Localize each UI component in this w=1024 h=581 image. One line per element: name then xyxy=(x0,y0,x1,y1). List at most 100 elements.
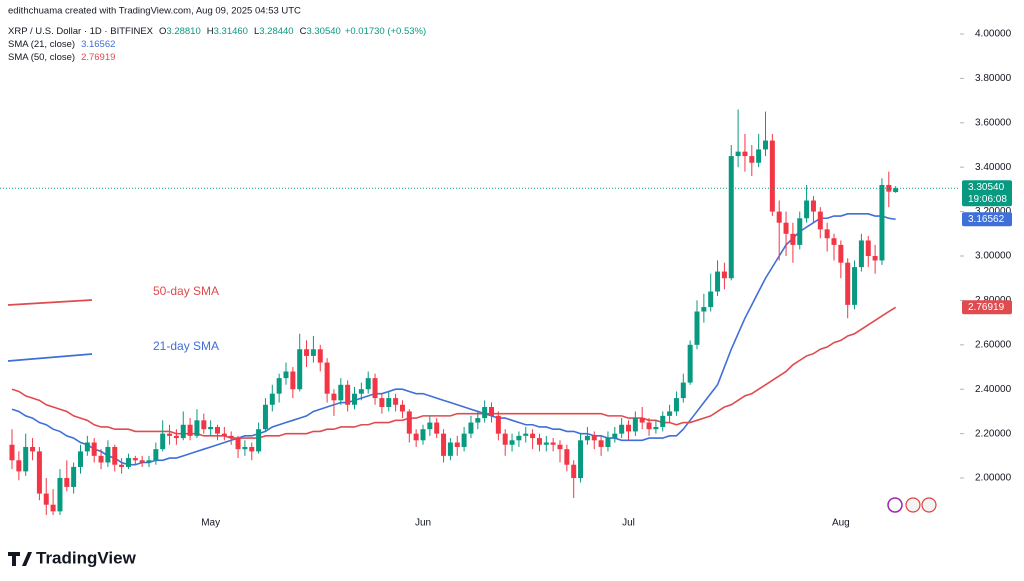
candle-body xyxy=(304,349,310,356)
y-tick-label: 2.00000 xyxy=(975,473,1012,484)
candle-body xyxy=(119,464,125,467)
candle-body xyxy=(879,184,885,261)
candle-body xyxy=(557,444,563,450)
candle-body xyxy=(365,378,371,390)
candle-body xyxy=(865,240,871,257)
annotation-line xyxy=(7,299,93,306)
candle-body xyxy=(454,442,460,447)
last-price-label: 3.30540 xyxy=(968,182,1005,193)
candle-body xyxy=(358,389,364,394)
candle-body xyxy=(715,271,721,292)
candle-body xyxy=(290,371,296,390)
candle-body xyxy=(680,382,686,399)
annotation-line xyxy=(7,353,93,362)
candle-body xyxy=(30,446,36,452)
overlay: edithchuama created with TradingView.com… xyxy=(7,6,426,362)
candle-body xyxy=(489,406,494,416)
annotation: 50-day SMA xyxy=(153,284,219,298)
candle-body xyxy=(673,398,679,412)
candle-body xyxy=(742,151,748,157)
candle-body xyxy=(845,262,851,305)
candle-body xyxy=(756,149,762,163)
candle-body xyxy=(653,426,659,430)
candle-body xyxy=(735,151,741,157)
candle-body xyxy=(194,420,200,436)
sma-price-box xyxy=(962,300,1012,315)
x-tick-label: Jul xyxy=(622,518,635,529)
legend-entry: SMA (21, close) 3.16562 xyxy=(8,39,115,50)
price-axis: 2.000002.200002.400002.600002.800003.000… xyxy=(960,29,1012,484)
logo-text: TradingView xyxy=(36,548,137,567)
credit: edithchuama created with TradingView.com… xyxy=(8,6,301,17)
candle-body xyxy=(153,449,159,461)
candle-body xyxy=(317,349,323,363)
candle-body xyxy=(536,438,542,445)
legend-value: 2.76919 xyxy=(81,52,115,63)
candle-body xyxy=(112,446,118,465)
candle-body xyxy=(769,140,775,212)
candle-body xyxy=(139,460,145,463)
candle-body xyxy=(687,344,693,383)
legend-entry: SMA (50, close) 2.76919 xyxy=(8,52,115,63)
candle-body xyxy=(427,422,433,430)
y-tick-label: 3.00000 xyxy=(975,251,1012,262)
candle-body xyxy=(550,442,556,445)
candle-body xyxy=(708,291,714,308)
candle-body xyxy=(345,384,351,405)
candle-body xyxy=(16,460,22,472)
y-tick-label: 3.40000 xyxy=(975,162,1012,173)
candle-body xyxy=(167,433,173,436)
candle-body xyxy=(64,478,70,487)
ohlc-value: 3.28440 xyxy=(259,26,293,37)
y-tick-label: 2.20000 xyxy=(975,428,1012,439)
sma-price-box xyxy=(962,212,1012,227)
legend-value: 3.16562 xyxy=(81,39,115,50)
ohlc-value: 3.30540 xyxy=(306,26,340,37)
y-tick-label: 3.60000 xyxy=(975,117,1012,128)
icon xyxy=(887,497,903,513)
sma-line xyxy=(11,306,897,439)
candle-body xyxy=(125,458,131,467)
ohlc-key: C xyxy=(300,26,307,37)
sma-line xyxy=(11,213,896,466)
candle-body xyxy=(646,422,652,430)
candle-body xyxy=(776,211,782,223)
candle-body xyxy=(447,442,453,456)
candle-body xyxy=(50,504,56,512)
candle-body xyxy=(475,418,481,423)
candle-body xyxy=(406,411,412,434)
candle-body xyxy=(372,378,378,399)
y-tick-label: 4.00000 xyxy=(975,29,1012,40)
candle-body xyxy=(728,156,734,279)
candle-body xyxy=(810,200,816,212)
candle-body xyxy=(584,435,590,441)
candle-body xyxy=(516,435,522,441)
candle-body xyxy=(352,393,357,405)
x-tick-label: Aug xyxy=(832,518,850,529)
candle-body xyxy=(297,349,303,390)
candle-body xyxy=(783,222,789,234)
candle-body xyxy=(564,449,570,465)
candle-body xyxy=(249,446,255,452)
candle-body xyxy=(578,440,584,479)
candle-body xyxy=(132,458,138,461)
candle-body xyxy=(338,384,344,401)
candle-body xyxy=(57,478,63,512)
countdown: 19:06:08 xyxy=(968,194,1007,205)
candle-body xyxy=(804,200,810,219)
candle-body xyxy=(84,442,90,452)
ohlc-value: 3.31460 xyxy=(214,26,248,37)
candle-body xyxy=(626,424,631,432)
candle-body xyxy=(591,435,597,441)
candle-body xyxy=(468,422,474,434)
candle-body xyxy=(71,466,77,487)
candle-body xyxy=(235,438,241,450)
candle-body xyxy=(399,404,405,412)
candle-body xyxy=(78,451,83,467)
candle-body xyxy=(43,493,49,505)
candle-body xyxy=(893,188,899,193)
candle-body xyxy=(379,398,385,407)
candle-body xyxy=(509,440,515,445)
candle-body xyxy=(386,398,392,407)
y-tick-label: 2.60000 xyxy=(975,339,1012,350)
